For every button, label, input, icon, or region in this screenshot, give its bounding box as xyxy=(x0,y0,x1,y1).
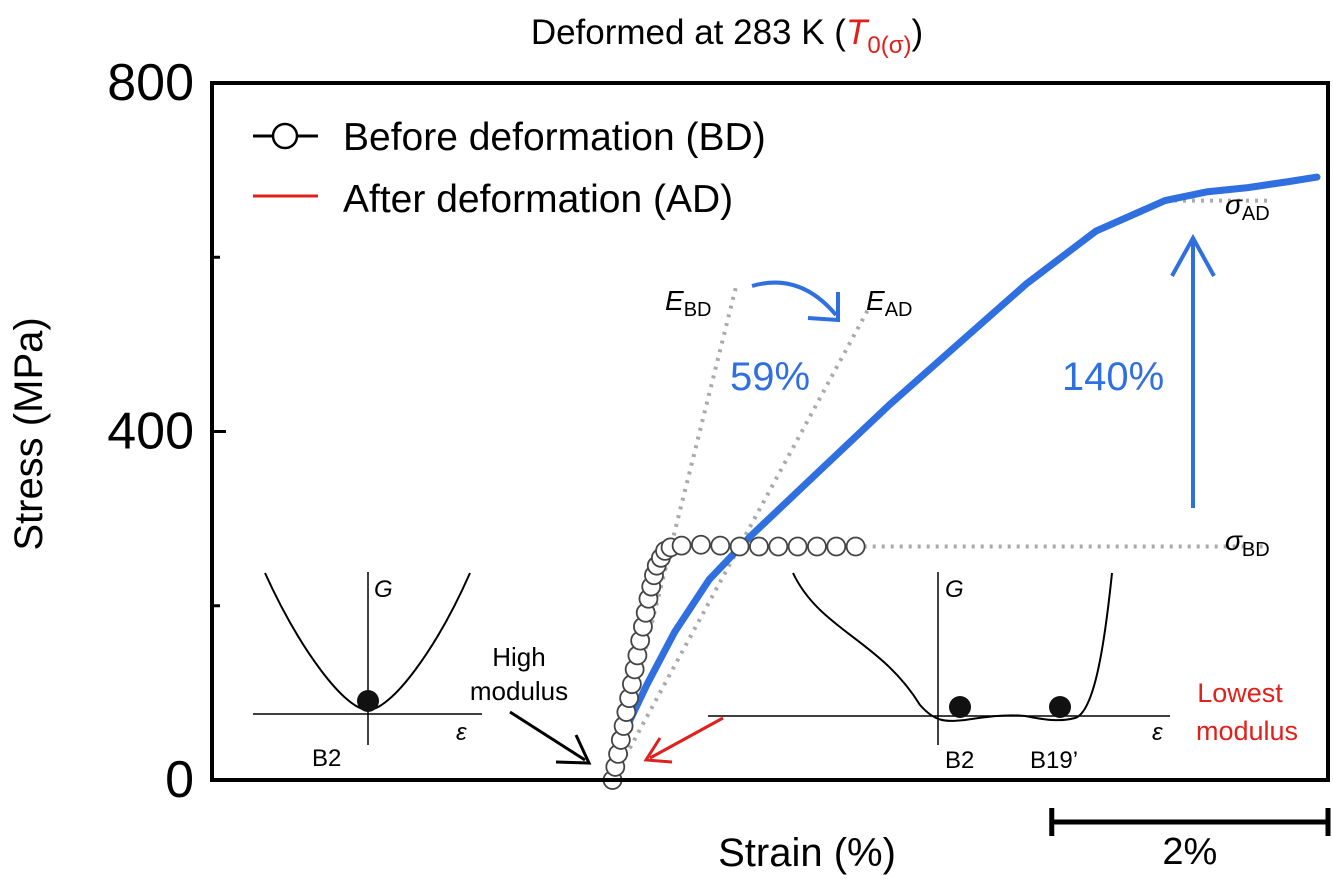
bd-data-point xyxy=(787,536,808,557)
series-after-deformation xyxy=(609,173,1321,784)
modulus-change-arrowhead xyxy=(807,292,840,323)
lowest-modulus-arrowhead xyxy=(643,737,673,764)
strength-change-label: 140% xyxy=(1062,355,1164,399)
legend-bd-label: Before deformation (BD) xyxy=(343,116,766,159)
series-before-deformation xyxy=(602,534,866,790)
inset1-ball xyxy=(357,690,379,712)
bd-data-point xyxy=(768,536,789,557)
title-subscript: 0(σ) xyxy=(867,32,911,59)
bd-data-point xyxy=(807,536,827,557)
legend-ad-label: After deformation (AD) xyxy=(343,178,733,221)
high-modulus-label-2: modulus xyxy=(470,676,568,706)
lowest-modulus-arrow xyxy=(649,716,724,760)
inset2-energy-curve xyxy=(792,572,1113,722)
bd-data-point xyxy=(691,534,711,555)
y-tick-label: 0 xyxy=(165,751,194,809)
bd-data-point xyxy=(749,536,769,557)
plot-frame xyxy=(210,81,1330,782)
bd-data-point xyxy=(826,536,847,557)
scale-bar-label: 2% xyxy=(1162,831,1217,873)
inset-b2-energy: G ε B2 xyxy=(253,572,482,772)
inset1-g-label: G xyxy=(374,576,393,603)
chart-title: Deformed at 283 K (T0(σ)) xyxy=(531,13,923,59)
strength-change-arrowhead xyxy=(1170,233,1216,277)
bd-data-point xyxy=(845,536,866,557)
inset2-phase-b2: B2 xyxy=(945,747,974,774)
reference-lines xyxy=(610,198,1269,781)
y-axis-label: Stress (MPa) xyxy=(7,317,51,550)
strain-scale-bar: 2% xyxy=(1049,808,1331,873)
e-ad-label: EAD xyxy=(866,285,912,321)
modulus-change-label: 59% xyxy=(730,355,810,399)
x-axis-label: Strain (%) xyxy=(718,831,896,875)
bd-data-point xyxy=(671,535,692,556)
legend: Before deformation (BD) After deformatio… xyxy=(253,116,766,221)
y-tick-label: 400 xyxy=(107,403,194,461)
y-axis-ticks: 0 400 800 xyxy=(107,54,226,809)
e-bd-label: EBD xyxy=(665,285,711,321)
inset2-phase-b19: B19’ xyxy=(1030,747,1078,774)
inset2-ball-b2 xyxy=(949,696,971,718)
inset-b2-b19-energy: G ε B2 B19’ xyxy=(708,572,1170,774)
lowest-modulus-label-2: modulus xyxy=(1196,716,1298,746)
inset1-eps-label: ε xyxy=(456,719,467,746)
sigma-bd-label: σBD xyxy=(1225,525,1270,561)
ad-series-line xyxy=(609,173,1321,784)
title-symbol: T xyxy=(846,13,870,52)
inset1-phase-b2: B2 xyxy=(312,745,341,772)
inset2-g-label: G xyxy=(945,576,964,603)
inset2-ball-b19 xyxy=(1049,696,1071,718)
bd-data-point xyxy=(729,536,750,557)
high-modulus-arrow xyxy=(509,710,586,762)
high-modulus-arrowhead xyxy=(555,734,592,765)
y-tick-label: 800 xyxy=(107,54,194,112)
legend-bd-marker xyxy=(271,122,299,150)
inset2-eps-label: ε xyxy=(1152,719,1163,746)
bd-data-point xyxy=(710,535,731,556)
high-modulus-label: High xyxy=(492,642,545,672)
modulus-change-arrow xyxy=(751,280,838,317)
sigma-ad-label: σAD xyxy=(1225,189,1270,225)
lowest-modulus-label: Lowest xyxy=(1197,678,1283,708)
